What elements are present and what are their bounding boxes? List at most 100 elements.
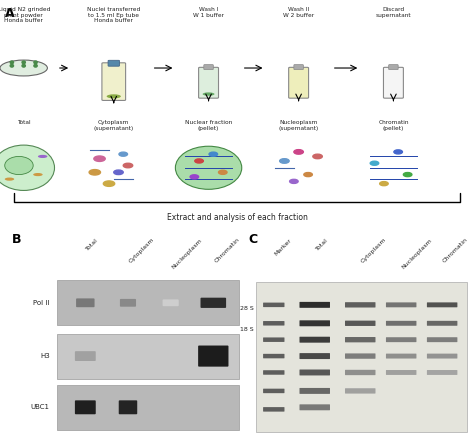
Text: Cytoplasm: Cytoplasm: [360, 237, 387, 265]
Ellipse shape: [9, 64, 14, 68]
Ellipse shape: [33, 64, 38, 68]
Text: Nucleoplasm: Nucleoplasm: [171, 237, 203, 269]
FancyBboxPatch shape: [300, 369, 330, 375]
FancyBboxPatch shape: [386, 354, 417, 358]
Circle shape: [114, 170, 123, 174]
FancyBboxPatch shape: [383, 67, 403, 98]
Circle shape: [403, 173, 412, 177]
FancyBboxPatch shape: [300, 388, 330, 394]
Ellipse shape: [202, 92, 214, 96]
Circle shape: [394, 150, 402, 154]
Circle shape: [380, 182, 388, 186]
FancyBboxPatch shape: [427, 337, 457, 342]
Text: Marker: Marker: [274, 237, 293, 256]
Circle shape: [119, 152, 128, 156]
FancyBboxPatch shape: [427, 321, 457, 326]
Ellipse shape: [107, 94, 121, 99]
Circle shape: [280, 159, 289, 163]
FancyBboxPatch shape: [389, 65, 398, 70]
FancyBboxPatch shape: [427, 303, 457, 307]
Text: Chromatin: Chromatin: [442, 237, 469, 264]
Text: Cytoplasm
(supernatant): Cytoplasm (supernatant): [94, 120, 134, 131]
Text: B: B: [12, 233, 21, 246]
FancyBboxPatch shape: [75, 400, 96, 414]
Circle shape: [123, 163, 133, 168]
Circle shape: [304, 173, 312, 177]
FancyBboxPatch shape: [263, 321, 284, 326]
Circle shape: [103, 181, 115, 186]
Circle shape: [94, 156, 105, 161]
Ellipse shape: [33, 173, 43, 176]
FancyBboxPatch shape: [300, 337, 330, 343]
Circle shape: [209, 152, 218, 156]
FancyBboxPatch shape: [118, 400, 137, 414]
Text: Nuclear fraction
(pellet): Nuclear fraction (pellet): [185, 120, 232, 131]
Text: 18 S: 18 S: [240, 327, 253, 332]
Text: Nucleoplasm
(supernatant): Nucleoplasm (supernatant): [279, 120, 319, 131]
FancyBboxPatch shape: [263, 337, 284, 342]
Bar: [57, 280, 239, 325]
FancyBboxPatch shape: [294, 65, 303, 70]
FancyBboxPatch shape: [201, 298, 226, 308]
Ellipse shape: [21, 64, 26, 68]
FancyBboxPatch shape: [289, 67, 309, 98]
FancyBboxPatch shape: [427, 370, 457, 375]
Text: Cytoplasm: Cytoplasm: [128, 237, 155, 265]
Ellipse shape: [0, 60, 47, 76]
FancyBboxPatch shape: [386, 303, 417, 307]
FancyBboxPatch shape: [120, 299, 136, 307]
Ellipse shape: [9, 60, 14, 65]
FancyBboxPatch shape: [386, 321, 417, 326]
Circle shape: [190, 175, 199, 179]
FancyBboxPatch shape: [345, 302, 375, 307]
Bar: [57, 334, 239, 378]
Circle shape: [370, 161, 379, 165]
FancyBboxPatch shape: [75, 351, 96, 361]
FancyBboxPatch shape: [108, 60, 119, 66]
Circle shape: [89, 170, 100, 175]
Text: C: C: [249, 233, 258, 246]
Circle shape: [313, 154, 322, 159]
FancyBboxPatch shape: [345, 337, 375, 342]
FancyBboxPatch shape: [386, 370, 417, 375]
FancyBboxPatch shape: [76, 298, 95, 307]
Text: Discard
supernatant: Discard supernatant: [375, 7, 411, 17]
FancyBboxPatch shape: [300, 320, 330, 326]
FancyBboxPatch shape: [198, 345, 228, 367]
Text: Wash I
W 1 buffer: Wash I W 1 buffer: [193, 7, 224, 17]
Text: Liquid N2 grinded
plant powder
Honda buffer: Liquid N2 grinded plant powder Honda buf…: [0, 7, 50, 24]
FancyBboxPatch shape: [102, 63, 126, 100]
Circle shape: [294, 150, 303, 154]
FancyBboxPatch shape: [163, 300, 179, 306]
FancyBboxPatch shape: [199, 67, 219, 98]
FancyBboxPatch shape: [263, 303, 284, 307]
Ellipse shape: [33, 60, 38, 65]
FancyBboxPatch shape: [263, 407, 284, 412]
FancyBboxPatch shape: [345, 370, 375, 375]
Text: Pol II: Pol II: [33, 300, 50, 306]
Text: Total: Total: [17, 120, 30, 125]
Text: Total: Total: [315, 237, 329, 251]
Ellipse shape: [5, 177, 14, 181]
Text: Nuclei transferred
to 1.5 ml Ep tube
Honda buffer: Nuclei transferred to 1.5 ml Ep tube Hon…: [87, 7, 140, 24]
FancyBboxPatch shape: [427, 354, 457, 358]
Ellipse shape: [38, 155, 47, 158]
Text: Nucleoplasm: Nucleoplasm: [401, 237, 434, 269]
Bar: [57, 385, 239, 430]
Circle shape: [195, 159, 203, 163]
Text: 28 S: 28 S: [239, 307, 253, 311]
Ellipse shape: [21, 60, 26, 65]
Text: Chromatin
(pellet): Chromatin (pellet): [378, 120, 409, 131]
Circle shape: [219, 170, 227, 174]
Text: Chromatin: Chromatin: [213, 237, 240, 264]
FancyBboxPatch shape: [300, 404, 330, 410]
Text: Total: Total: [85, 237, 100, 251]
FancyBboxPatch shape: [300, 353, 330, 359]
Text: Wash II
W 2 buffer: Wash II W 2 buffer: [283, 7, 314, 17]
FancyBboxPatch shape: [345, 388, 375, 394]
FancyBboxPatch shape: [345, 320, 375, 326]
FancyBboxPatch shape: [263, 370, 284, 375]
Ellipse shape: [175, 146, 242, 189]
FancyBboxPatch shape: [300, 302, 330, 308]
FancyBboxPatch shape: [263, 354, 284, 358]
